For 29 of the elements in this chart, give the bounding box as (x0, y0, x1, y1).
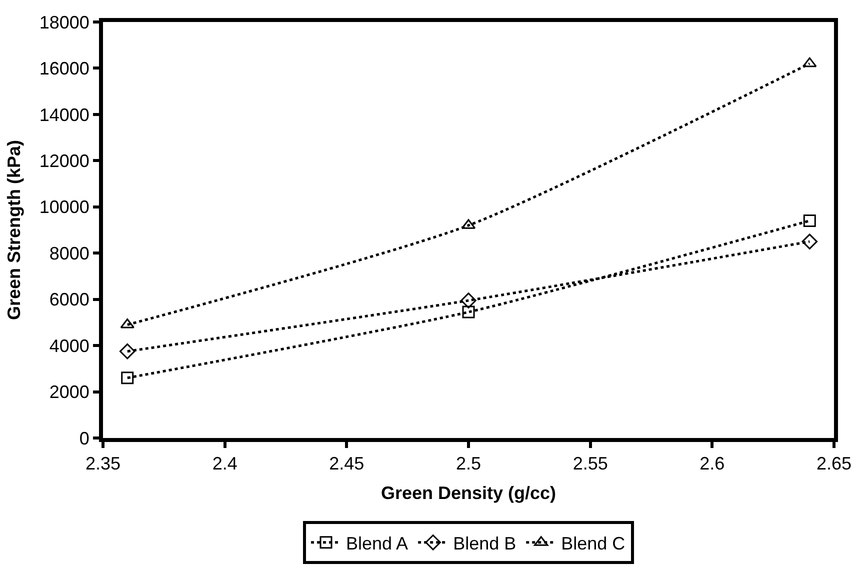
y-tick-label: 14000 (39, 104, 90, 125)
legend-label: Blend C (561, 533, 626, 554)
point (462, 306, 475, 318)
point (802, 57, 817, 68)
x-tick-label: 2.65 (816, 454, 852, 474)
x-tick-label: 2.6 (700, 454, 725, 474)
x-tick-label: 2.55 (572, 454, 608, 474)
point (803, 214, 816, 228)
y-tick-label: 18000 (39, 12, 90, 32)
x-tick-label: 2.5 (456, 454, 482, 474)
y-tick-label: 4000 (49, 336, 90, 356)
y-tick-label: 2000 (49, 382, 90, 402)
x-tick-label: 2.35 (85, 454, 121, 474)
y-tick-label: 8000 (49, 243, 90, 264)
y-tick-label: 16000 (39, 58, 90, 79)
x-tick-label: 2.45 (329, 454, 364, 474)
point (119, 343, 136, 360)
point (802, 234, 818, 250)
y-tick-label: 6000 (49, 290, 90, 310)
point (121, 372, 134, 384)
y-tick-label: 10000 (39, 197, 90, 218)
point (460, 292, 476, 308)
x-axis-title: Green Density (g/cc) (380, 483, 556, 504)
legend-label: Blend B (453, 533, 516, 554)
y-axis-title: Green Strength (kPa) (4, 140, 24, 320)
x-tick-label: 2.4 (212, 454, 238, 474)
legend-label: Blend A (346, 533, 408, 554)
y-tick-label: 12000 (39, 150, 90, 171)
y-tick-label: 0 (79, 428, 90, 448)
